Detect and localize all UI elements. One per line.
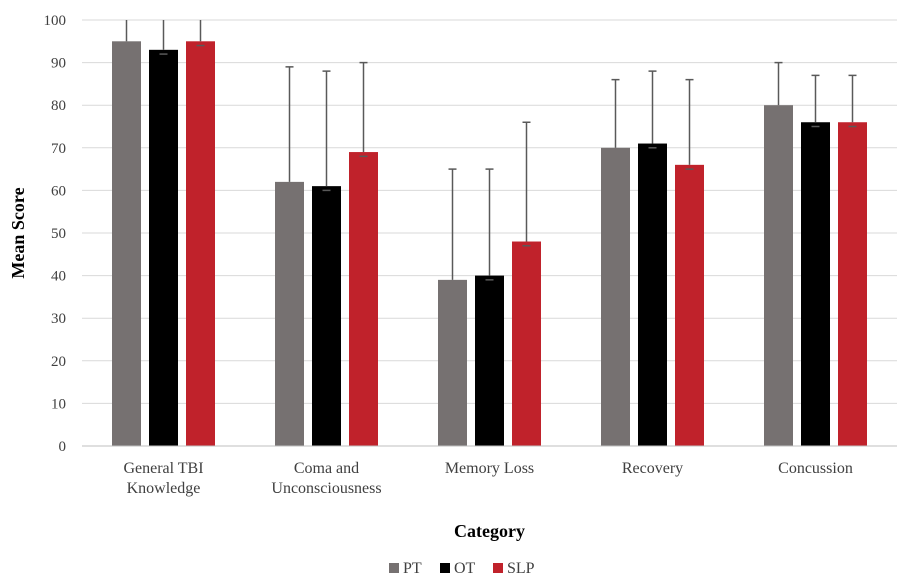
bar-ot bbox=[149, 49, 178, 446]
bar-pt bbox=[438, 279, 467, 446]
category-label: Unconsciousness bbox=[271, 480, 381, 497]
bar-slp bbox=[186, 41, 215, 447]
bar-ot bbox=[475, 275, 504, 446]
x-axis-title: Category bbox=[454, 521, 525, 541]
bar-ot bbox=[638, 143, 667, 447]
y-tick-labels: 0 10 20 30 40 50 60 70 80 90 100 bbox=[44, 13, 67, 455]
category-labels: General TBI Knowledge Coma and Unconsciousn… bbox=[123, 460, 852, 497]
y-tick-label: 0 bbox=[59, 439, 67, 455]
bars bbox=[112, 41, 867, 447]
y-tick-label: 20 bbox=[51, 354, 66, 370]
bar-slp bbox=[675, 164, 704, 446]
category-label: Memory Loss bbox=[445, 460, 534, 477]
legend-swatch-slp bbox=[493, 563, 503, 573]
y-tick-label: 10 bbox=[51, 396, 66, 412]
bar-slp bbox=[512, 241, 541, 446]
y-tick-label: 90 bbox=[51, 56, 66, 72]
y-tick-label: 70 bbox=[51, 141, 66, 157]
legend-swatch-ot bbox=[440, 563, 450, 573]
bar-pt bbox=[764, 105, 793, 446]
y-tick-label: 100 bbox=[44, 13, 67, 29]
bar-pt bbox=[112, 41, 141, 447]
legend-label: OT bbox=[454, 560, 476, 576]
category-label: Knowledge bbox=[127, 480, 201, 497]
y-axis-title: Mean Score bbox=[8, 187, 28, 278]
y-tick-label: 50 bbox=[51, 226, 66, 242]
bar-pt bbox=[601, 147, 630, 447]
category-label: General TBI bbox=[123, 460, 203, 477]
category-label: Concussion bbox=[778, 460, 853, 477]
y-tick-label: 60 bbox=[51, 183, 66, 199]
bar-slp bbox=[838, 122, 867, 447]
y-tick-label: 40 bbox=[51, 269, 66, 285]
error-bars bbox=[125, 20, 857, 281]
bar-ot bbox=[312, 186, 341, 446]
bar-ot bbox=[801, 122, 830, 447]
bar-pt bbox=[275, 181, 304, 446]
legend-swatch-pt bbox=[389, 563, 399, 573]
bar-slp bbox=[349, 152, 378, 446]
category-label: Recovery bbox=[622, 460, 683, 477]
y-tick-label: 30 bbox=[51, 311, 66, 327]
legend-label: SLP bbox=[507, 560, 535, 576]
category-label: Coma and bbox=[294, 460, 359, 477]
legend-label: PT bbox=[403, 560, 422, 576]
y-tick-label: 80 bbox=[51, 98, 66, 114]
legend: PT OT SLP bbox=[389, 560, 535, 576]
